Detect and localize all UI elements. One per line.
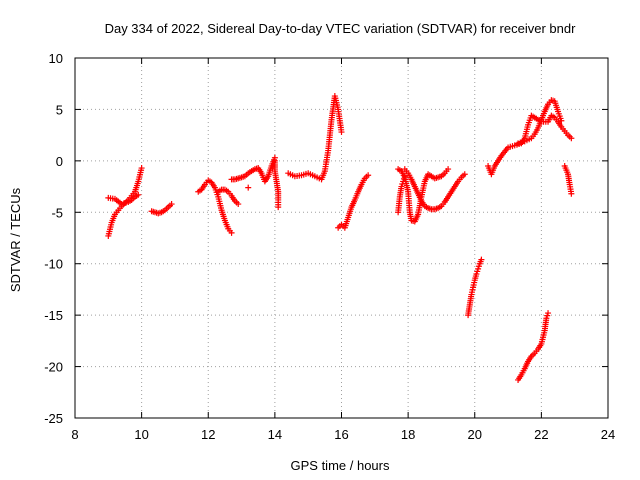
series-seg18 (515, 310, 552, 383)
series-seg8 (245, 184, 252, 191)
series-seg12 (395, 173, 408, 216)
y-tick-label: -15 (44, 308, 63, 323)
x-tick-label: 22 (534, 427, 548, 442)
x-tick-labels: 8 10 12 14 16 18 20 22 24 (71, 427, 615, 442)
x-tick-label: 12 (201, 427, 215, 442)
x-tick-label: 14 (268, 427, 282, 442)
data-point (338, 129, 345, 136)
x-tick-label: 10 (134, 427, 148, 442)
x-tick-label: 18 (401, 427, 415, 442)
data-point (478, 256, 485, 263)
plot-frame (74, 57, 609, 419)
data-point (365, 172, 372, 179)
data-point (445, 166, 452, 173)
series-seg17 (561, 163, 575, 197)
y-tick-label: 10 (49, 51, 63, 66)
data-point (135, 191, 142, 198)
data-point (275, 204, 282, 211)
y-tick-label: -5 (51, 205, 63, 220)
data-point (235, 201, 242, 208)
data-marks (105, 93, 575, 383)
grid (75, 58, 608, 418)
series-seg7 (271, 157, 282, 211)
chart-title: Day 334 of 2022, Sidereal Day-to-day VTE… (105, 21, 577, 36)
data-point (138, 165, 145, 172)
data-point (401, 173, 408, 180)
data-point (168, 201, 175, 208)
series-seg11 (395, 166, 452, 225)
series-seg3 (148, 201, 175, 217)
x-tick-label: 16 (334, 427, 348, 442)
series-seg1 (105, 165, 145, 239)
data-point (228, 229, 235, 236)
series-seg6 (228, 154, 278, 185)
data-point (568, 135, 575, 142)
y-tick-label: 5 (56, 102, 63, 117)
y-tick-label: -25 (44, 411, 63, 426)
x-tick-label: 8 (71, 427, 78, 442)
y-tick-label: 0 (56, 154, 63, 169)
series-seg16 (515, 97, 565, 147)
data-point (545, 310, 552, 317)
series-seg5 (215, 186, 242, 208)
data-point (558, 117, 565, 124)
series-seg10 (335, 172, 372, 231)
series-seg2 (105, 191, 142, 208)
x-tick-label: 24 (601, 427, 615, 442)
x-tick-label: 20 (468, 427, 482, 442)
data-point (461, 171, 468, 178)
series-seg4 (195, 177, 235, 236)
series-seg15 (485, 112, 575, 178)
y-tick-label: -20 (44, 360, 63, 375)
series-seg13 (401, 166, 468, 213)
data-point (245, 184, 252, 191)
series-seg9 (285, 93, 345, 183)
y-axis-label: SDTVAR / TECUs (8, 187, 23, 292)
data-point (568, 190, 575, 197)
y-tick-labels: -25 -20 -15 -10 -5 0 5 10 (44, 51, 63, 426)
y-tick-label: -10 (44, 257, 63, 272)
x-axis-label: GPS time / hours (291, 458, 390, 473)
series-seg14 (465, 256, 485, 319)
